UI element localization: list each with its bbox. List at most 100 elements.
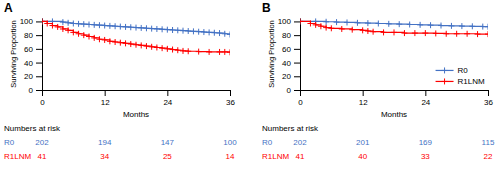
y-tick: 0	[287, 86, 300, 95]
risk-number: 100	[223, 138, 237, 147]
marker	[107, 38, 113, 44]
marker	[138, 42, 144, 48]
marker	[96, 36, 102, 42]
y-tick-mark	[36, 90, 42, 91]
marker	[485, 31, 488, 37]
y-axis-title: Surviving Proportion	[9, 20, 18, 88]
marker	[354, 20, 360, 26]
marker	[407, 22, 413, 28]
step-line	[42, 21, 230, 52]
risk-row-label: R1LNM	[4, 152, 31, 161]
marker	[112, 39, 118, 45]
marker	[300, 18, 303, 24]
x-tick-mark	[105, 90, 106, 96]
marker	[300, 18, 303, 24]
legend: R0R1LNM	[436, 66, 485, 86]
x-tick-label: 36	[484, 98, 493, 107]
marker	[349, 27, 355, 33]
marker	[185, 48, 191, 54]
marker	[60, 26, 66, 32]
x-tick-mark	[42, 90, 43, 96]
risk-row-label: R1LNM	[262, 152, 289, 161]
y-tick: 40	[282, 59, 300, 68]
marker	[123, 24, 129, 30]
y-tick-mark	[294, 49, 300, 50]
marker	[217, 49, 223, 55]
risk-table: Numbers at riskR0202194147100R1LNM413425…	[4, 124, 237, 161]
y-tick-label: 80	[282, 31, 291, 40]
risk-number: 25	[163, 152, 172, 161]
y-tick-label: 40	[24, 59, 33, 68]
y-tick: 60	[24, 45, 42, 54]
marker	[464, 31, 470, 37]
risk-number: 115	[482, 138, 495, 147]
risk-table: Numbers at riskR0202201169115R1LNM414033…	[262, 124, 495, 161]
x-tick: 0	[40, 90, 45, 107]
x-tick-mark	[363, 90, 364, 96]
x-tick-mark	[167, 90, 168, 96]
marker	[170, 47, 176, 53]
marker	[138, 25, 144, 31]
risk-number: 169	[419, 138, 433, 147]
marker	[443, 31, 449, 37]
marker	[318, 23, 324, 29]
y-tick-mark	[36, 76, 42, 77]
x-axis: 0122436	[40, 90, 235, 107]
marker	[365, 20, 371, 26]
marker	[428, 22, 434, 28]
x-tick: 0	[298, 90, 303, 107]
marker	[360, 27, 366, 33]
y-tick: 60	[282, 45, 300, 54]
y-tick-mark	[294, 21, 300, 22]
y-tick-mark	[294, 63, 300, 64]
marker	[159, 45, 165, 51]
y-tick-label: 100	[278, 17, 292, 26]
risk-number: 202	[293, 138, 307, 147]
y-tick-label: 40	[282, 59, 291, 68]
risk-number: 201	[356, 138, 370, 147]
chart-svg: 0122436020406080100MonthsSurviving Propo…	[0, 0, 500, 180]
y-axis-line	[42, 19, 43, 91]
marker	[222, 49, 228, 55]
panel-label: A	[4, 1, 13, 15]
panel: 0122436020406080100MonthsSurviving Propo…	[262, 1, 495, 161]
y-tick: 100	[278, 17, 300, 26]
marker	[76, 31, 82, 37]
risk-number: 40	[358, 152, 367, 161]
risk-number: 147	[161, 138, 175, 147]
x-axis-line	[301, 90, 489, 91]
marker	[65, 27, 71, 33]
marker	[86, 34, 92, 40]
y-tick-mark	[294, 76, 300, 77]
x-tick-label: 12	[101, 98, 110, 107]
marker	[180, 28, 186, 34]
x-tick: 12	[101, 90, 110, 107]
x-tick: 24	[163, 90, 172, 107]
legend-marker	[442, 67, 448, 73]
marker	[396, 21, 402, 27]
marker	[81, 21, 87, 27]
y-tick: 0	[29, 86, 42, 95]
marker	[133, 42, 139, 48]
marker	[217, 30, 223, 36]
marker	[323, 19, 329, 25]
marker	[164, 27, 170, 33]
y-tick-mark	[294, 90, 300, 91]
y-axis: 020406080100	[20, 17, 43, 95]
marker	[170, 27, 176, 33]
marker	[438, 23, 444, 29]
marker	[206, 49, 212, 55]
legend-label: R1LNM	[458, 77, 485, 86]
marker	[65, 20, 71, 26]
x-tick-label: 24	[421, 98, 430, 107]
x-tick: 36	[484, 90, 493, 107]
marker	[417, 22, 423, 28]
risk-table-header: Numbers at risk	[4, 124, 61, 133]
y-tick: 100	[20, 17, 42, 26]
marker	[60, 19, 66, 25]
panel: 0122436020406080100MonthsSurviving Propo…	[4, 1, 237, 161]
marker	[190, 28, 196, 34]
marker	[86, 22, 92, 28]
x-tick-label: 12	[359, 98, 368, 107]
marker	[149, 26, 155, 32]
